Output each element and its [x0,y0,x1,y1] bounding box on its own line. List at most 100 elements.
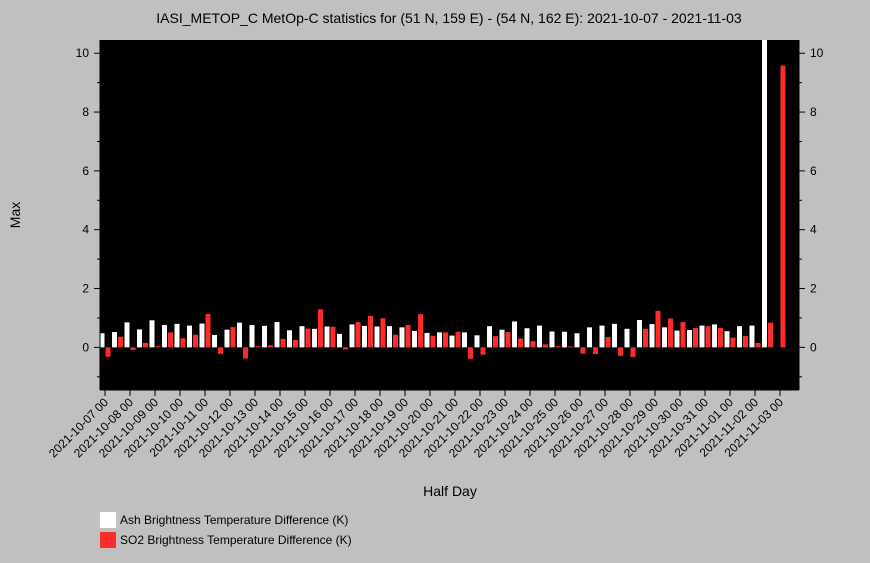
so2-bar [318,309,323,348]
ash-bar [124,322,130,348]
so2-bar [530,341,536,348]
ash-bar [587,327,592,348]
so2-bar [655,310,661,348]
so2-bar [493,336,498,348]
ash-bar [437,332,442,348]
so2-bar [580,347,586,354]
ash-bar [112,332,117,348]
ash-bar [349,324,355,348]
so2-bar [643,328,648,348]
so2-bar [180,338,186,348]
ash-bar [474,335,480,348]
ash-bar [599,325,605,348]
so2-bar [380,318,386,348]
so2-bar [680,322,686,348]
so2-bar [755,342,761,348]
ash-bar [674,330,680,348]
ash-bar [187,325,192,348]
so2-bar [730,337,736,348]
ash-bar [712,324,717,348]
so2-bar [368,315,373,348]
so2-bar [605,337,611,348]
ash-bar [374,326,380,348]
ash-bar [399,327,405,348]
so2-bar [418,314,423,348]
ash-bar [299,326,305,348]
ash-bar [274,322,280,348]
ash-bar [724,331,730,348]
ash-bar [524,328,530,348]
so2-bar [668,318,673,348]
ash-bar [649,324,655,348]
ash-bar [312,328,317,348]
y-tick-label-right: 4 [810,223,817,237]
y-tick-label-left: 8 [82,105,89,119]
ash-bar [262,325,267,348]
so2-bar [443,332,448,348]
legend-label-so2: SO2 Brightness Temperature Difference (K… [120,533,352,547]
ash-bar [487,326,492,348]
ash-bar [162,325,167,348]
so2-bar [355,322,361,348]
legend-label-ash: Ash Brightness Temperature Difference (K… [120,513,348,527]
legend-swatch-ash [100,512,116,528]
ash-bar [612,323,617,348]
so2-bar [280,338,286,348]
y-tick-label-right: 2 [810,282,817,296]
ash-bar [662,327,667,348]
so2-bar [305,328,311,348]
so2-bar [293,340,298,348]
so2-bar [455,331,461,348]
so2-bar [105,347,111,357]
ash-bar [199,323,205,348]
y-tick-label-right: 0 [810,340,817,354]
so2-bar [593,347,598,355]
so2-bars [105,65,786,359]
ash-bar [99,333,105,348]
y-tick-label-left: 2 [82,282,89,296]
legend-swatch-so2 [100,532,116,548]
ash-bar [149,320,155,348]
y-axis-ticks: 0 0 2 2 4 4 6 6 8 8 10 10 [76,46,824,378]
y-tick-label-right: 6 [810,164,817,178]
ash-bar [512,321,517,348]
y-tick-label-left: 4 [82,223,89,237]
ash-bar [737,326,742,348]
ash-bar [562,331,567,348]
y-tick-label-right: 10 [810,46,824,60]
ash-bar [462,332,467,348]
ash-bar [499,329,505,348]
legend: Ash Brightness Temperature Difference (K… [100,512,352,548]
ash-bar [337,333,342,348]
so2-bar [718,327,723,348]
y-tick-label-left: 10 [76,46,90,60]
so2-bar [705,326,711,348]
so2-bar [155,346,161,348]
ash-bar [424,332,430,348]
so2-bar [393,334,398,348]
ash-bar [699,325,705,348]
so2-bar [430,335,436,348]
ash-bar [237,322,242,348]
ash-bar [574,333,580,348]
ash-bars [99,40,767,348]
ash-bar [324,326,330,348]
so2-bar [743,335,748,348]
so2-bar [405,325,411,348]
so2-bar [330,326,336,348]
ash-bar [762,40,767,348]
y-tick-label-left: 6 [82,164,89,178]
ash-bar [537,325,542,348]
so2-bar [505,332,511,348]
ash-bar [212,335,217,348]
so2-bar [218,347,223,354]
so2-bar [255,346,261,348]
ash-bar [687,330,692,348]
so2-bar [693,327,698,348]
so2-bar [243,347,248,359]
ash-bar [387,326,392,348]
so2-bar [205,314,211,348]
so2-bar [230,327,236,348]
ash-bar [637,320,642,348]
